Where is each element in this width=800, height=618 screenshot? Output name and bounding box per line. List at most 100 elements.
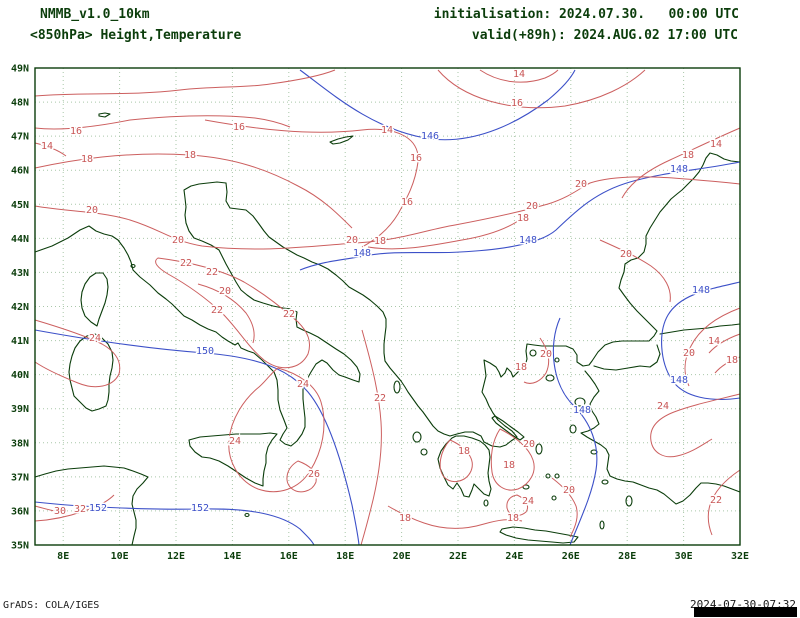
lat-tick-label: 37N — [11, 472, 29, 483]
contour-label: 18 — [81, 154, 93, 165]
contour-label: 18 — [515, 362, 527, 373]
contour-label: 18 — [503, 460, 515, 471]
contour-label: 14 — [513, 69, 525, 80]
contour-label: 20 — [540, 349, 552, 360]
contour-label: 32 — [74, 504, 86, 515]
contour-label: 146 — [421, 131, 439, 142]
lat-tick-label: 40N — [11, 370, 29, 381]
contour-label: 152 — [89, 503, 107, 514]
contour-label: 20 — [523, 439, 535, 450]
contour-label: 20 — [172, 235, 184, 246]
lat-tick-label: 43N — [11, 268, 29, 279]
coast-turkey-blacksea — [659, 323, 741, 335]
contour-label: 20 — [346, 235, 358, 246]
contour-label: 22 — [206, 267, 218, 278]
initialisation-time: initialisation: 2024.07.30. 00:00 UTC — [433, 7, 739, 22]
lon-tick-label: 26E — [562, 551, 580, 562]
contour-label: 16 — [511, 98, 523, 109]
coast-tunisia — [34, 465, 149, 546]
coast-euboea — [491, 415, 525, 441]
lat-tick-label: 42N — [11, 302, 29, 313]
lon-tick-label: 30E — [675, 551, 693, 562]
lat-tick-label: 39N — [11, 404, 29, 415]
contour-label: 148 — [692, 285, 710, 296]
lon-tick-label: 16E — [280, 551, 298, 562]
contour-label: 18 — [374, 236, 386, 247]
lat-tick-label: 38N — [11, 438, 29, 449]
lon-tick-label: 8E — [57, 551, 69, 562]
lon-tick-label: 28E — [618, 551, 636, 562]
contour-label: 26 — [308, 469, 320, 480]
contour-label: 20 — [219, 286, 231, 297]
lon-tick-label: 24E — [505, 551, 523, 562]
contour-label: 22 — [283, 309, 295, 320]
contour-label: 148 — [670, 375, 688, 386]
grads-credit: GrADS: COLA/IGES — [3, 600, 100, 611]
contour-label: 14 — [381, 125, 393, 136]
lat-tick-label: 45N — [11, 200, 29, 211]
contour-label: 20 — [526, 201, 538, 212]
lat-tick-label: 35N — [11, 541, 29, 552]
contour-label: 24 — [657, 401, 669, 412]
coast-sicily — [188, 432, 278, 487]
lat-tick-label: 49N — [11, 64, 29, 75]
model-title: NMMB_v1.0_10km — [40, 7, 150, 22]
contour-label: 24 — [89, 333, 101, 344]
contour-label: 150 — [196, 346, 214, 357]
contour-label: 16 — [233, 122, 245, 133]
contour-label: 22 — [211, 305, 223, 316]
coast-marmara-south — [593, 344, 661, 371]
contour-label: 20 — [620, 249, 632, 260]
lon-tick-label: 14E — [223, 551, 241, 562]
coast-turkey-aegean — [580, 370, 741, 505]
contour-label: 148 — [519, 235, 537, 246]
contour-label: 148 — [573, 405, 591, 416]
contour-label: 152 — [191, 503, 209, 514]
contour-label: 148 — [353, 248, 371, 259]
coast-italy — [34, 181, 361, 447]
contour-label: 18 — [399, 513, 411, 524]
coastlines — [34, 112, 741, 546]
coast-sardinia — [68, 333, 114, 412]
contour-label: 18 — [184, 150, 196, 161]
contour-label: 16 — [70, 126, 82, 137]
coast-corsica — [80, 272, 109, 327]
corner-black-bar — [694, 607, 797, 617]
temperature-contours — [34, 69, 741, 546]
lat-tick-label: 41N — [11, 336, 29, 347]
contour-label: 18 — [458, 446, 470, 457]
contour-label: 22 — [180, 258, 192, 269]
contour-label: 18 — [726, 355, 738, 366]
contour-label: 22 — [374, 393, 386, 404]
field-title: <850hPa> Height,Temperature — [30, 28, 242, 43]
lat-tick-label: 46N — [11, 166, 29, 177]
valid-time: valid(+89h): 2024.AUG.02 17:00 UTC — [471, 28, 738, 43]
contour-label: 18 — [682, 150, 694, 161]
axis-labels: 8E 10E 12E 14E 16E 18E 20E 22E 24E 26E 28E 30E 32E 49… — [11, 64, 749, 563]
contour-label: 20 — [683, 348, 695, 359]
contour-label: 20 — [575, 179, 587, 190]
contour-label: 148 — [670, 164, 688, 175]
contour-label: 18 — [517, 213, 529, 224]
contour-label: 24 — [522, 496, 534, 507]
contour-label: 30 — [54, 506, 66, 517]
lon-tick-label: 18E — [336, 551, 354, 562]
lat-tick-label: 36N — [11, 506, 29, 517]
lon-tick-label: 20E — [393, 551, 411, 562]
contour-label: 16 — [410, 153, 422, 164]
islands — [130, 263, 633, 530]
contour-label: 22 — [710, 495, 722, 506]
contour-label: 14 — [41, 141, 53, 152]
lon-tick-label: 12E — [167, 551, 185, 562]
contour-label: 20 — [563, 485, 575, 496]
lon-tick-label: 32E — [731, 551, 749, 562]
contour-label: 24 — [297, 379, 309, 390]
map-frame — [34, 67, 741, 546]
contour-label: 20 — [86, 205, 98, 216]
contour-label: 14 — [708, 336, 720, 347]
contour-label: 14 — [710, 139, 722, 150]
contour-label: 16 — [401, 197, 413, 208]
